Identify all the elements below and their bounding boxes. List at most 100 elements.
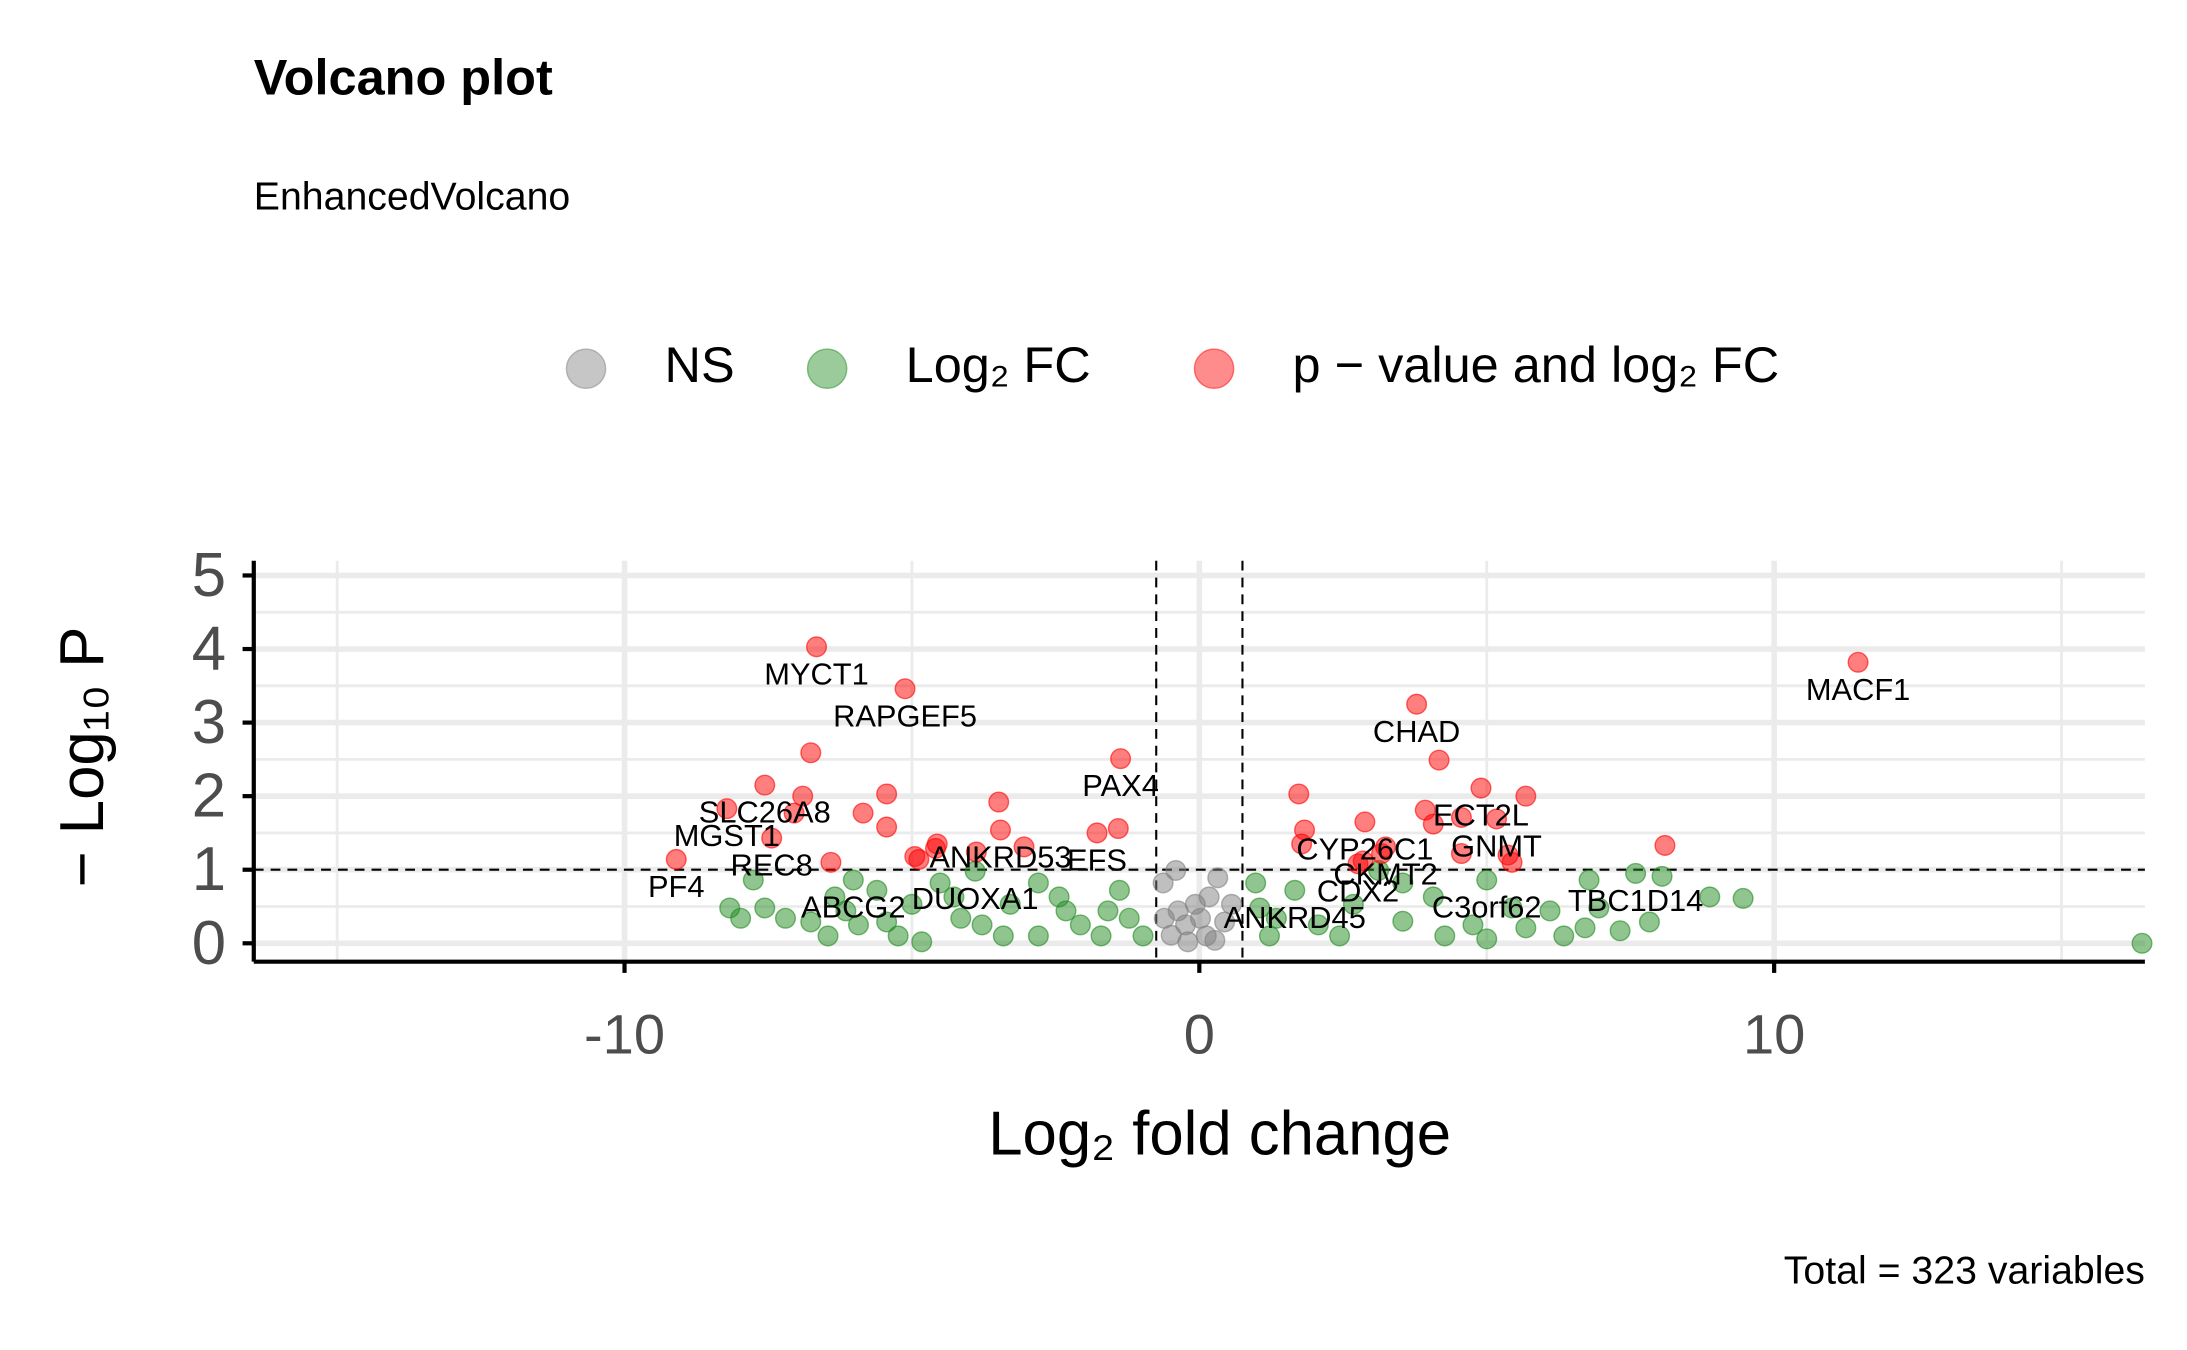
point [1110, 748, 1132, 770]
point [1069, 914, 1091, 936]
point [1165, 859, 1187, 881]
legend-marker [806, 348, 848, 390]
point [1291, 833, 1313, 855]
point [1307, 914, 1329, 936]
point [1486, 808, 1508, 830]
point [1422, 813, 1444, 835]
point [1152, 872, 1174, 894]
point [1476, 928, 1498, 950]
point [800, 742, 822, 764]
point-label: CYP26C1 [1296, 831, 1433, 866]
point-label: CDX2 [1317, 873, 1399, 908]
y-tick-label: 0 [192, 909, 226, 978]
point [1189, 907, 1212, 929]
point [824, 886, 846, 908]
point [1450, 843, 1472, 865]
point-label: RAPGEF5 [833, 698, 977, 733]
point [1470, 777, 1492, 799]
x-tick-label: 10 [1743, 1003, 1805, 1066]
y-tick-label: 3 [192, 688, 226, 757]
point-label: SLC26A8 [699, 795, 831, 830]
point [1249, 897, 1271, 919]
point [1515, 785, 1537, 807]
point [989, 819, 1011, 841]
point [1654, 834, 1676, 856]
point [1221, 893, 1243, 915]
point [1132, 925, 1154, 947]
point [1501, 897, 1523, 919]
point [761, 827, 783, 849]
point [716, 798, 738, 820]
point [783, 802, 805, 824]
point [1732, 887, 1754, 909]
point [1288, 783, 1310, 805]
point [1352, 850, 1374, 872]
point [1651, 865, 1673, 887]
point [1434, 925, 1456, 947]
point [943, 886, 965, 908]
point [894, 678, 916, 700]
point [1329, 925, 1351, 947]
point [1422, 886, 1444, 908]
point [1392, 872, 1414, 894]
y-tick-label: 4 [192, 615, 226, 684]
point [847, 914, 869, 936]
point [842, 869, 864, 891]
point [1638, 911, 1660, 933]
chart-subtitle: EnhancedVolcano [254, 174, 570, 218]
point [1371, 843, 1393, 865]
point-label: PAX4 [1082, 768, 1159, 803]
point [1588, 897, 1610, 919]
legend-label: p − value and log₂ FC [1293, 336, 1780, 393]
point [1354, 811, 1376, 833]
point [1501, 851, 1523, 873]
point [1574, 917, 1596, 939]
legend-label: NS [665, 336, 735, 393]
point [1515, 917, 1537, 939]
y-tick-label: 1 [192, 835, 226, 904]
legend-marker [565, 348, 607, 390]
y-tick-label: 5 [192, 541, 226, 610]
point [1406, 693, 1428, 715]
point [1207, 867, 1229, 889]
point [730, 907, 752, 929]
point [965, 841, 987, 863]
point [852, 802, 874, 824]
point [1476, 869, 1498, 891]
legend-marker [1193, 348, 1235, 390]
point [820, 851, 842, 873]
point [1118, 907, 1140, 929]
point [901, 893, 923, 915]
point [1578, 869, 1600, 891]
point [911, 931, 933, 953]
point [1392, 910, 1414, 932]
point [1097, 900, 1119, 922]
point-label: CHAD [1373, 714, 1460, 749]
point [1153, 907, 1175, 929]
point [2131, 932, 2153, 954]
point [1108, 879, 1130, 901]
point [800, 911, 822, 933]
point [999, 893, 1021, 915]
point-label: ANKRD45 [1224, 900, 1366, 935]
point [908, 848, 930, 870]
chart-title: Volcano plot [254, 49, 553, 106]
point [876, 783, 898, 805]
point [1245, 872, 1267, 894]
point [1107, 818, 1129, 840]
point [929, 872, 951, 894]
point [876, 816, 898, 838]
point-label: MYCT1 [764, 656, 868, 691]
point [1027, 925, 1049, 947]
point [1609, 920, 1631, 942]
point [1086, 822, 1108, 844]
x-tick-label: 0 [1184, 1003, 1215, 1066]
point [774, 907, 796, 929]
point [1177, 931, 1199, 953]
point [1055, 900, 1077, 922]
point [1013, 836, 1035, 858]
point [1428, 749, 1450, 771]
point [665, 848, 687, 870]
point-label: ABCG2 [801, 890, 906, 925]
